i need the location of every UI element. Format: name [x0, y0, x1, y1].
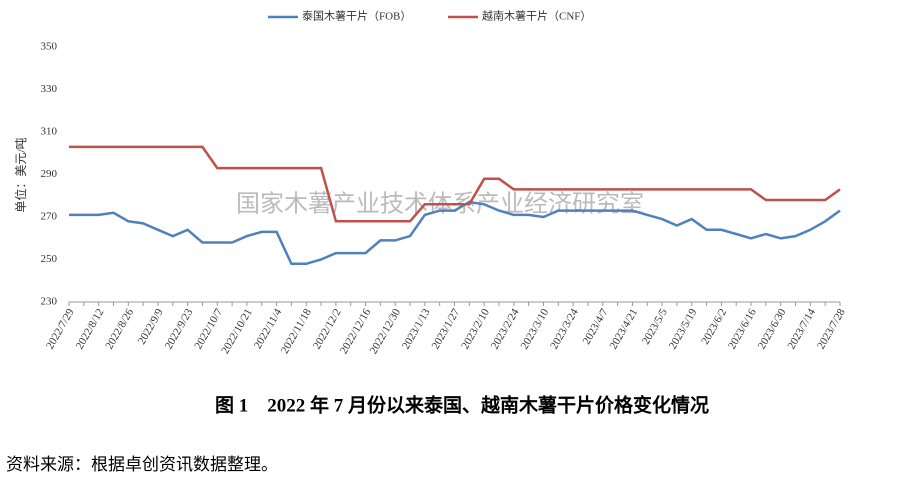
legend-label: 泰国木薯干片（FOB）: [302, 9, 411, 23]
caption: 图 1 2022 年 7 月份以来泰国、越南木薯干片价格变化情况: [215, 393, 709, 416]
x-tick-label: 2022/10/7: [192, 306, 225, 351]
x-tick-label: 2023/7/14: [785, 306, 818, 351]
x-tick-label: 2022/9/9: [136, 306, 166, 346]
x-tick-label: 2023/1/27: [430, 306, 463, 351]
source-note: 资料来源：根据卓创资讯数据整理。: [6, 455, 278, 474]
x-tick-label: 2022/9/23: [163, 306, 196, 351]
x-tick-label: 2022/12/30: [368, 306, 404, 356]
x-tick-label: 2023/6/16: [726, 306, 759, 351]
y-axis-label: 单位：美元/吨: [13, 137, 28, 212]
x-tick-label: 2022/10/21: [219, 307, 254, 356]
x-tick-label: 2023/7/28: [815, 306, 848, 351]
series-line: [69, 200, 841, 266]
x-tick-label: 2022/12/2: [311, 307, 344, 352]
x-tick-label: 2022/8/26: [103, 306, 136, 351]
x-tick-label: 2023/6/2: [699, 307, 729, 347]
x-tick-label: 2023/2/24: [489, 306, 522, 351]
y-tick-label: 330: [41, 83, 58, 95]
x-tick-label: 2023/6/30: [756, 306, 789, 351]
x-tick-label: 2023/1/13: [400, 306, 433, 351]
y-tick-label: 230: [41, 296, 58, 308]
x-tick-label: 2023/3/24: [548, 306, 581, 351]
x-tick-label: 2023/5/19: [667, 306, 700, 351]
series-line: [69, 145, 841, 223]
x-tick-label: 2023/4/7: [581, 306, 611, 346]
x-tick-label: 2022/11/4: [252, 306, 285, 351]
x-tick-label: 2022/7/29: [44, 306, 77, 351]
y-tick-label: 270: [41, 211, 58, 223]
x-tick-label: 2023/5/5: [640, 306, 670, 346]
x-tick-label: 2022/8/12: [74, 307, 107, 352]
y-tick-label: 250: [41, 253, 58, 265]
legend-label: 越南木薯干片（CNF）: [482, 9, 591, 23]
y-tick-label: 290: [41, 168, 58, 180]
x-tick-label: 2023/3/10: [519, 306, 552, 351]
x-tick-label: 2022/11/18: [279, 306, 314, 355]
y-tick-label: 350: [41, 41, 58, 53]
x-tick-label: 2023/4/21: [608, 307, 641, 352]
y-tick-label: 310: [41, 126, 58, 138]
x-tick-label: 2023/2/10: [459, 306, 492, 351]
